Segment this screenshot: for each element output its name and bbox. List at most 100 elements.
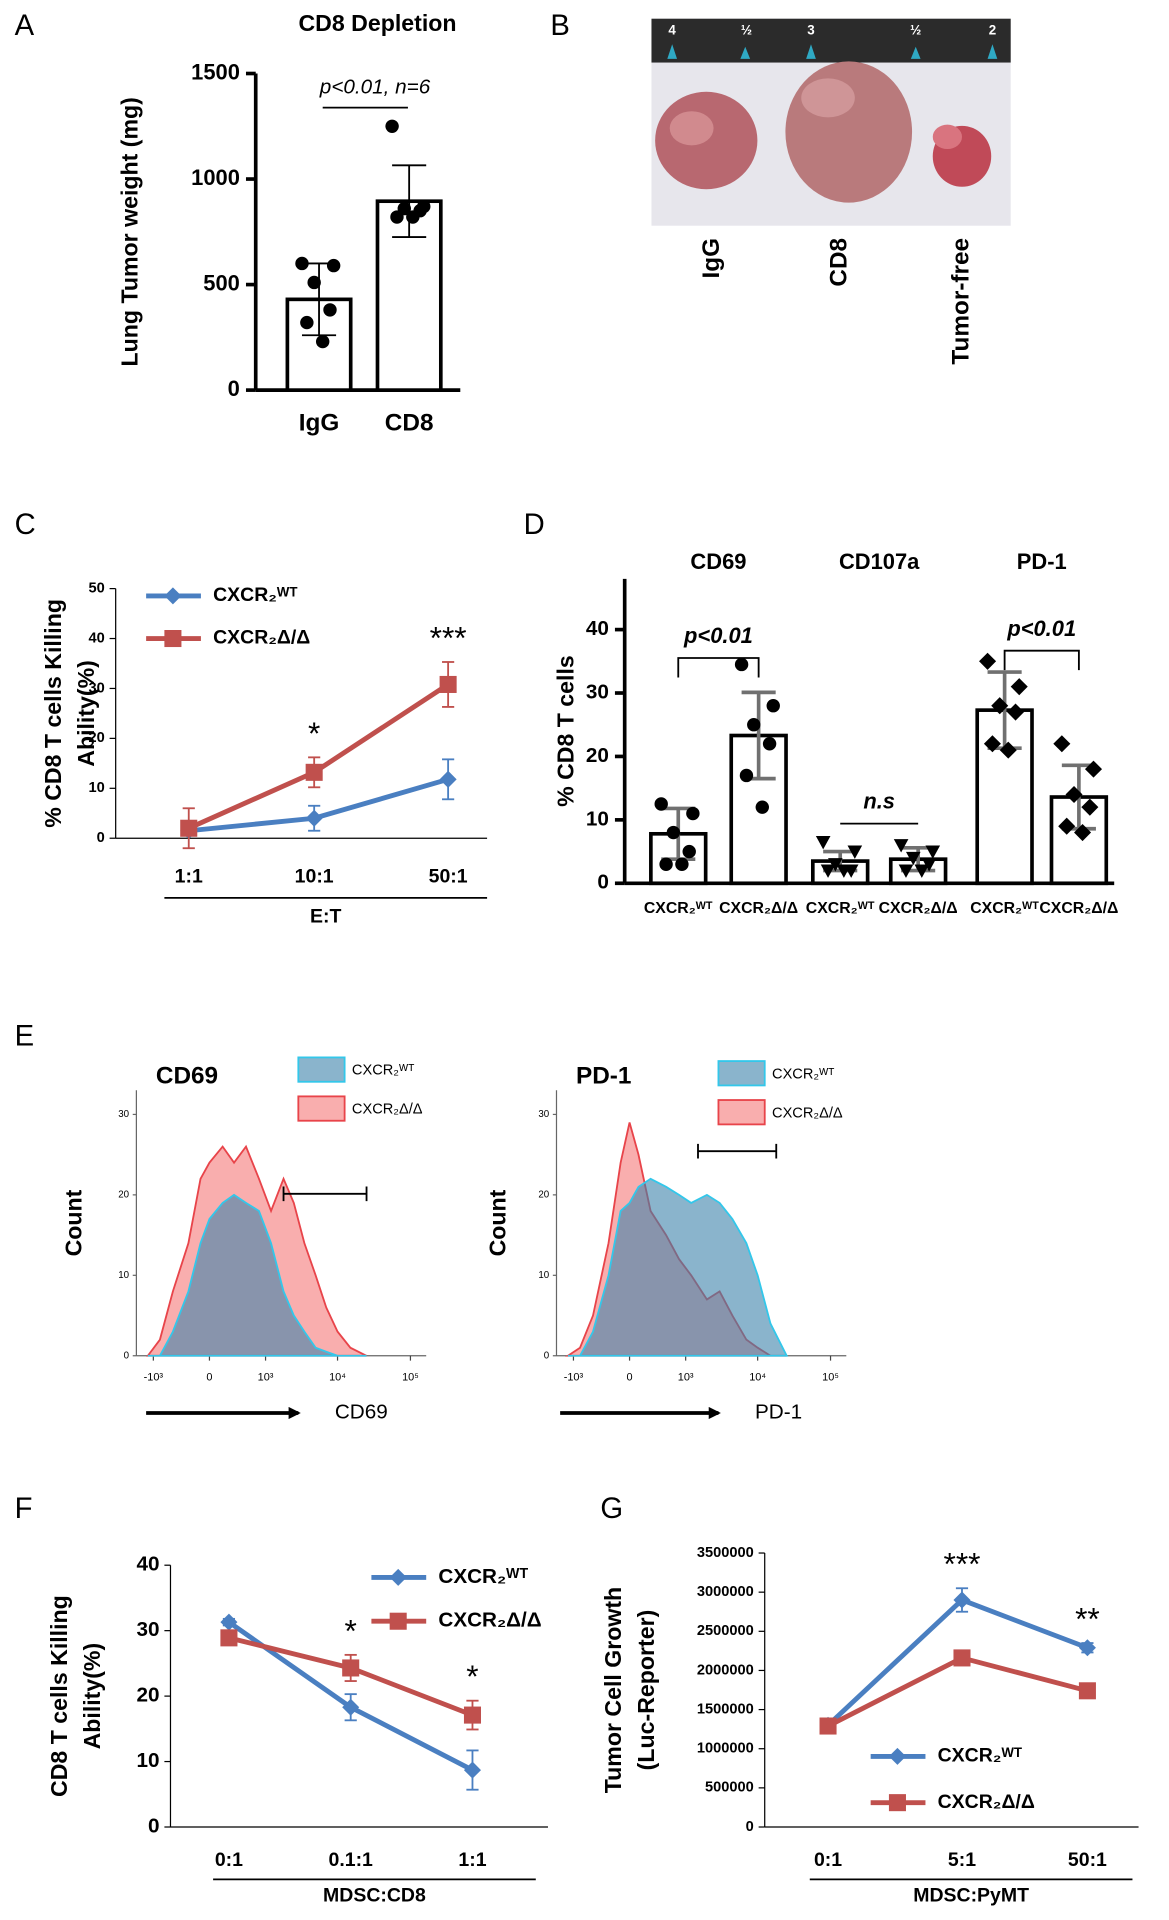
lung-highlight <box>932 124 962 150</box>
y-tick-label: 0 <box>124 1350 130 1361</box>
legend-swatch <box>297 1095 346 1122</box>
y-tick-label: 1000 <box>191 165 240 190</box>
y-axis-label: % CD8 T cells <box>553 655 579 807</box>
data-point <box>893 839 909 853</box>
data-point <box>315 334 330 349</box>
data-point <box>979 652 997 670</box>
x-tick-label: 10⁴ <box>329 1372 346 1384</box>
y-tick-label: 3000000 <box>697 1584 754 1600</box>
y-tick-label: 1500 <box>191 59 240 84</box>
data-point <box>686 806 700 821</box>
annotation: *** <box>430 619 467 655</box>
data-point <box>295 256 309 271</box>
y-tick-label: 20 <box>586 744 609 767</box>
photo <box>651 18 1011 226</box>
y-tick-label: 30 <box>538 1109 549 1120</box>
chart-title: CD8 Depletion <box>298 10 456 36</box>
y-tick-label: 10 <box>586 807 609 830</box>
annotation: p<0.01 <box>683 623 753 648</box>
legend-label: CXCR₂Δ/Δ <box>438 1609 541 1632</box>
data-point <box>385 119 399 133</box>
y-tick-label: 40 <box>137 1553 160 1576</box>
x-tick-label: CD8 <box>826 238 853 287</box>
annotation-bracket <box>677 657 760 678</box>
data-point <box>682 844 696 859</box>
panel-letter: E <box>15 1021 35 1053</box>
x-tick-label: 50:1 <box>1068 1849 1107 1871</box>
panel-letter: D <box>524 509 545 541</box>
y-tick-label: 20 <box>118 1189 129 1200</box>
y-tick-label: 20 <box>538 1189 549 1200</box>
x-tick-label: 10:1 <box>295 865 334 887</box>
data-point <box>326 258 341 273</box>
y-tick-label: 50 <box>88 580 104 596</box>
data-point <box>905 851 921 866</box>
legend-swatch <box>717 1099 766 1126</box>
x-tick-label: 10³ <box>678 1372 694 1384</box>
annotation: * <box>466 1658 478 1694</box>
group-label: CD107a <box>839 549 920 574</box>
data-point <box>820 864 836 878</box>
x-tick-label: 50:1 <box>429 865 468 887</box>
legend-label: CXCR₂ᵂᵀ <box>438 1565 528 1588</box>
x-tick-label: -10³ <box>564 1372 584 1384</box>
marker <box>164 630 182 648</box>
data-point <box>307 275 321 290</box>
data-point <box>734 657 749 672</box>
gate <box>282 1186 368 1202</box>
legend-label: CXCR₂ᵂᵀ <box>213 584 298 606</box>
panel-letter: G <box>600 1493 623 1525</box>
y-tick-label: 10 <box>137 1749 160 1772</box>
annotation: * <box>345 1612 357 1648</box>
x-axis-label: E:T <box>310 906 341 928</box>
chart-title: PD-1 <box>576 1062 631 1089</box>
x-tick-label: CXCR₂Δ/Δ <box>1039 900 1118 917</box>
marker <box>463 1761 481 1779</box>
y-axis-label: % CD8 T cells Killing <box>40 599 66 828</box>
data-point <box>836 864 852 878</box>
data-point <box>675 857 689 871</box>
data-point <box>766 699 780 713</box>
marker <box>439 675 457 693</box>
marker <box>1078 1639 1096 1657</box>
y-tick-label: 1000000 <box>697 1741 754 1757</box>
data-point <box>847 845 863 859</box>
lung-highlight <box>801 78 855 118</box>
annotation: *** <box>944 1546 981 1582</box>
marker <box>439 770 457 788</box>
data-point <box>828 858 843 872</box>
ruler-marks <box>667 44 998 59</box>
data-point <box>898 864 914 878</box>
y-tick-label: 0 <box>148 1814 160 1837</box>
marker <box>220 1629 238 1647</box>
y-tick-label: 30 <box>118 1109 129 1120</box>
marker <box>463 1706 481 1724</box>
x-axis-label: CD69 <box>335 1400 388 1423</box>
ruler-label: 4 <box>668 22 676 37</box>
data-point <box>999 741 1017 759</box>
y-tick-label: 30 <box>137 1618 160 1641</box>
marker <box>220 1613 238 1631</box>
x-tick-label: 10⁴ <box>749 1372 766 1384</box>
data-point <box>390 210 404 224</box>
y-tick-label: 3500000 <box>697 1545 754 1561</box>
y-tick-label: 40 <box>88 630 104 646</box>
y-axis-label: Ability(%) <box>79 1643 105 1750</box>
group-label: CD69 <box>690 549 746 574</box>
gate <box>697 1143 778 1159</box>
data-point <box>300 315 314 330</box>
data-point <box>323 303 337 317</box>
legend-label: CXCR₂ᵂᵀ <box>772 1066 834 1082</box>
marker <box>389 1612 407 1630</box>
y-tick-label: 1500000 <box>697 1701 754 1717</box>
y-tick-label: 0 <box>597 871 609 894</box>
x-axis-label: MDSC:PyMT <box>913 1885 1029 1907</box>
marker <box>888 1794 906 1812</box>
y-tick-label: 10 <box>118 1270 129 1281</box>
x-tick-label: IgG <box>698 238 725 279</box>
group-label: PD-1 <box>1017 549 1067 574</box>
data-point <box>654 797 668 811</box>
data-point <box>925 845 941 859</box>
y-tick-label: 0 <box>97 830 105 846</box>
